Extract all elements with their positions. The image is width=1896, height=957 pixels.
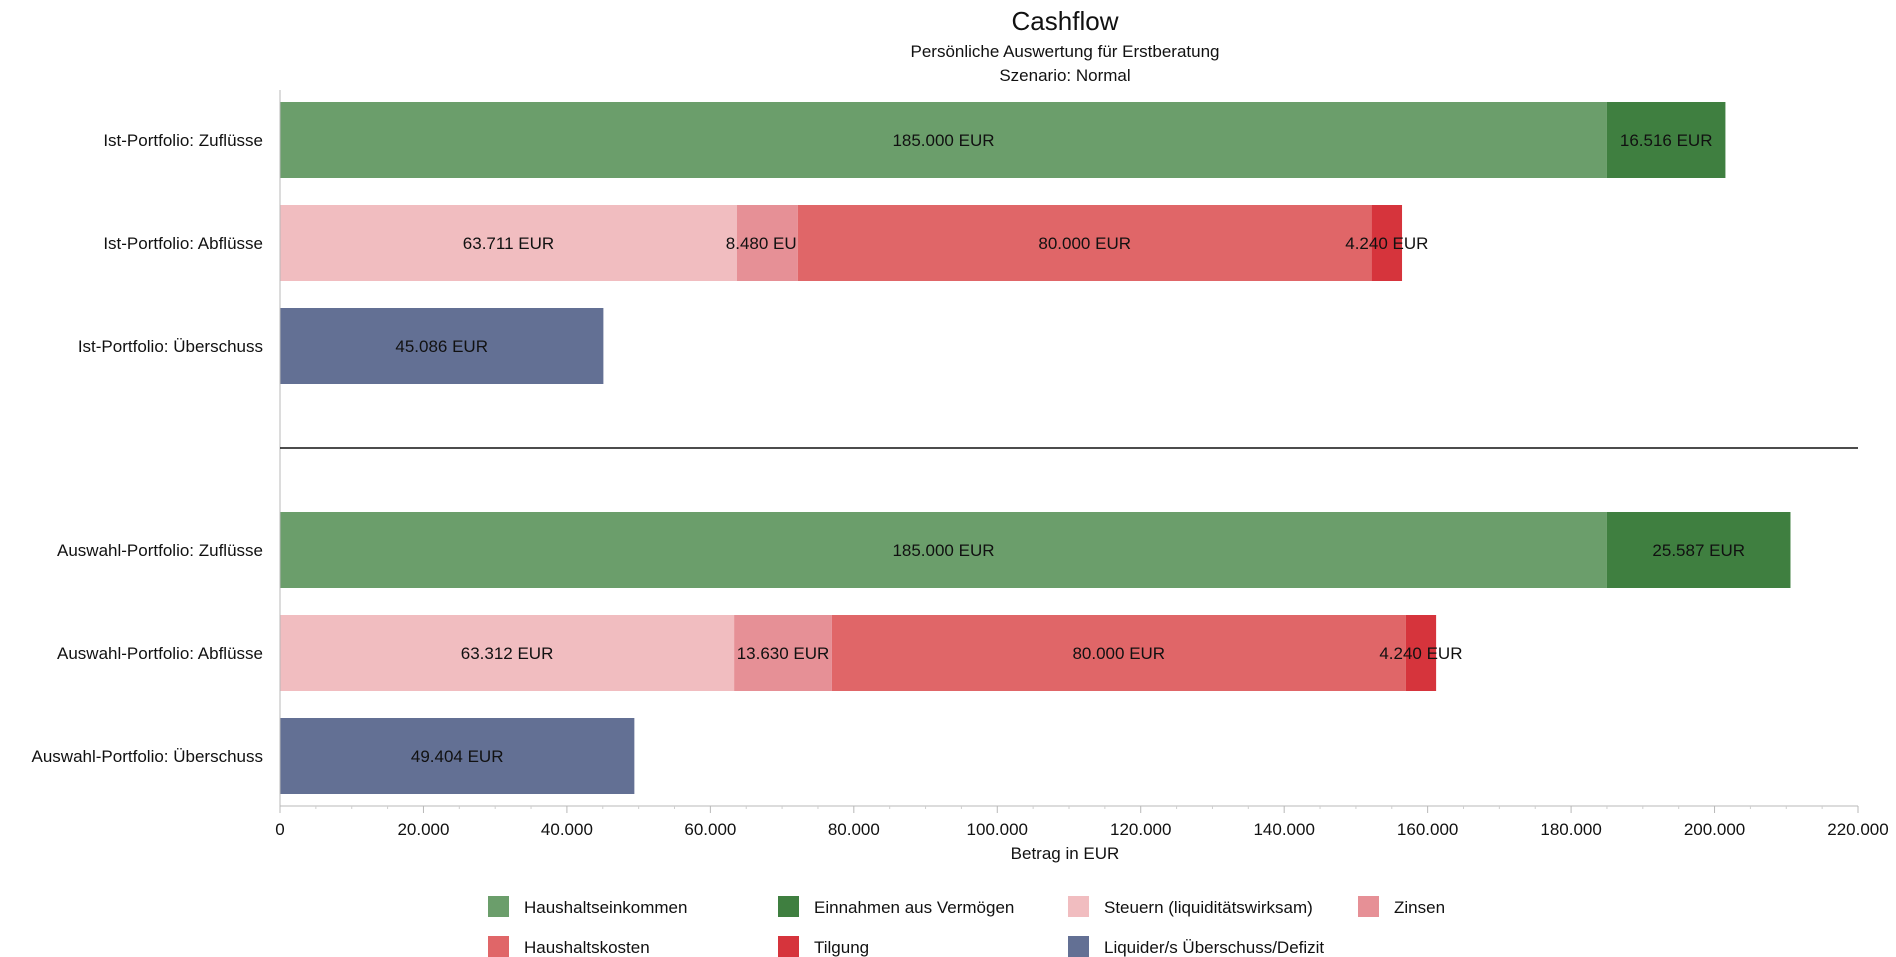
x-tick-label: 120.000 <box>1110 820 1171 839</box>
legend-swatch <box>778 896 799 917</box>
legend-swatch <box>488 936 509 957</box>
category-label: Auswahl-Portfolio: Abflüsse <box>57 644 263 663</box>
legend-label: Tilgung <box>814 938 869 957</box>
x-axis: 0 20.000 40.000 60.000 80.000 100.000 120.000 1… <box>275 805 1889 839</box>
x-tick-label: 0 <box>275 820 284 839</box>
bar-segment <box>1606 102 1726 178</box>
bar-value-label: 16.516 EUR <box>1620 131 1713 150</box>
x-tick-label: 60.000 <box>684 820 736 839</box>
x-tick-label: 20.000 <box>397 820 449 839</box>
legend-label: Liquider/s Überschuss/Defizit <box>1104 938 1324 957</box>
bar-segment <box>797 205 1372 281</box>
legend-swatch <box>488 896 509 917</box>
bar-value-label: 45.086 EUR <box>395 337 488 356</box>
bar-value-label: 4.240 EUR <box>1345 234 1428 253</box>
bar-segment <box>736 205 798 281</box>
x-tick-label: 80.000 <box>828 820 880 839</box>
x-tick-label: 100.000 <box>967 820 1028 839</box>
x-tick-label: 160.000 <box>1397 820 1458 839</box>
legend-label: Steuern (liquiditätswirksam) <box>1104 898 1313 917</box>
bar-value-label: 63.312 EUR <box>461 644 554 663</box>
bar-segment <box>280 512 1607 588</box>
bar-segment <box>280 308 604 384</box>
bar-value-label: 185.000 EUR <box>892 131 994 150</box>
legend-label: Zinsen <box>1394 898 1445 917</box>
bar-segment <box>280 718 635 794</box>
legend-swatch <box>1358 896 1379 917</box>
chart-subtitle-line-1: Persönliche Auswertung für Erstberatung <box>910 42 1219 61</box>
bar-segment <box>280 205 737 281</box>
legend-label: Haushaltseinkommen <box>524 898 687 917</box>
bar-value-label: 80.000 EUR <box>1072 644 1165 663</box>
legend: Haushaltseinkommen Einnahmen aus Vermögen… <box>488 896 1445 957</box>
bar-segment <box>280 615 735 691</box>
category-label: Auswahl-Portfolio: Zuflüsse <box>57 541 263 560</box>
category-label: Auswahl-Portfolio: Überschuss <box>32 747 263 766</box>
legend-label: Haushaltskosten <box>524 938 650 957</box>
bar-value-label: 25.587 EUR <box>1652 541 1745 560</box>
x-axis-label: Betrag in EUR <box>1011 844 1120 863</box>
x-tick-label: 140.000 <box>1253 820 1314 839</box>
bar-value-label: 49.404 EUR <box>411 747 504 766</box>
x-tick-label: 200.000 <box>1684 820 1745 839</box>
legend-swatch <box>1068 936 1089 957</box>
bar-value-label: 63.711 EUR <box>463 234 554 253</box>
bar-value-label: 185.000 EUR <box>892 541 994 560</box>
bar-value-label: 4.240 EUR <box>1379 644 1462 663</box>
x-tick-label: 40.000 <box>541 820 593 839</box>
x-tick-label: 180.000 <box>1540 820 1601 839</box>
y-axis: Ist-Portfolio: Zuflüsse Ist-Portfolio: Ab… <box>32 90 1858 806</box>
category-label: Ist-Portfolio: Zuflüsse <box>103 131 263 150</box>
chart-subtitle-line-2: Szenario: Normal <box>999 66 1130 85</box>
category-label: Ist-Portfolio: Abflüsse <box>103 234 263 253</box>
bar-layer: 185.000 EUR 16.516 EUR 63.711 EUR 8.480 EUR… <box>280 102 1791 794</box>
legend-label: Einnahmen aus Vermögen <box>814 898 1014 917</box>
bar-segment <box>280 102 1607 178</box>
x-tick-label: 220.000 <box>1827 820 1888 839</box>
bar-value-label: 13.630 EUR <box>737 644 830 663</box>
bar-segment <box>831 615 1406 691</box>
legend-swatch <box>778 936 799 957</box>
bar-segment <box>1606 512 1791 588</box>
bar-segment <box>734 615 832 691</box>
bar-value-label: 8.480 EUR <box>726 234 809 253</box>
chart-title: Cashflow <box>1012 6 1119 36</box>
legend-swatch <box>1068 896 1089 917</box>
category-label: Ist-Portfolio: Überschuss <box>78 337 263 356</box>
bar-value-label: 80.000 EUR <box>1038 234 1131 253</box>
bar-segment <box>1405 615 1437 691</box>
bar-segment <box>1371 205 1403 281</box>
